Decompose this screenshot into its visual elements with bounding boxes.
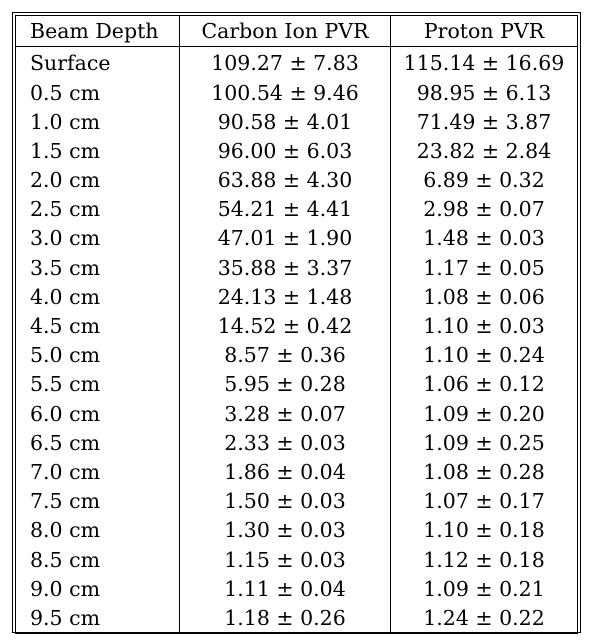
table-row: 0.5 cm 100.54 ± 9.46 98.95 ± 6.13 — [15, 78, 578, 108]
header-carbon-ion-pvr: Carbon Ion PVR — [179, 15, 391, 47]
table-row: 5.5 cm 5.95 ± 0.28 1.06 ± 0.12 — [15, 370, 578, 400]
pvr-table-frame: Beam Depth Carbon Ion PVR Proton PVR Sur… — [12, 12, 581, 634]
cell-carbon-ion-pvr: 35.88 ± 3.37 — [179, 253, 391, 283]
cell-beam-depth: 9.0 cm — [15, 574, 180, 604]
cell-beam-depth: 5.0 cm — [15, 340, 180, 371]
table-row: 1.0 cm 90.58 ± 4.01 71.49 ± 3.87 — [15, 107, 578, 137]
cell-beam-depth: 1.5 cm — [15, 136, 180, 166]
cell-proton-pvr: 6.89 ± 0.32 — [423, 168, 545, 193]
cell-beam-depth: 9.5 cm — [15, 603, 180, 634]
cell-proton-pvr: 1.48 ± 0.03 — [423, 226, 545, 251]
cell-carbon-ion-pvr: 47.01 ± 1.90 — [179, 224, 391, 254]
cell-carbon-ion-pvr: 1.86 ± 0.04 — [179, 457, 391, 487]
cell-carbon-ion-pvr: 1.11 ± 0.04 — [179, 574, 391, 604]
cell-beam-depth: 1.0 cm — [15, 107, 180, 137]
cell-proton-pvr: 1.24 ± 0.22 — [423, 605, 545, 630]
cell-beam-depth: 3.5 cm — [15, 253, 180, 283]
cell-beam-depth: 4.5 cm — [15, 311, 180, 341]
header-proton-pvr: Proton PVR — [390, 15, 578, 47]
cell-proton-pvr: 1.10 ± 0.03 — [423, 314, 545, 339]
cell-carbon-ion-pvr: 109.27 ± 7.83 — [179, 46, 391, 79]
cell-carbon-ion-pvr: 1.18 ± 0.26 — [179, 603, 391, 634]
cell-carbon-ion-pvr: 90.58 ± 4.01 — [179, 107, 391, 137]
table-row: 4.5 cm 14.52 ± 0.42 1.10 ± 0.03 — [15, 311, 578, 341]
table-row: 7.5 cm 1.50 ± 0.03 1.07 ± 0.17 — [15, 486, 578, 516]
cell-beam-depth: 4.0 cm — [15, 282, 180, 312]
cell-beam-depth: 3.0 cm — [15, 224, 180, 254]
cell-carbon-ion-pvr: 100.54 ± 9.46 — [179, 78, 391, 108]
table-header: Beam Depth Carbon Ion PVR Proton PVR — [15, 15, 578, 47]
cell-beam-depth: 6.0 cm — [15, 399, 180, 429]
cell-proton-pvr: 23.82 ± 2.84 — [416, 138, 552, 163]
cell-carbon-ion-pvr: 96.00 ± 6.03 — [179, 136, 391, 166]
cell-carbon-ion-pvr: 24.13 ± 1.48 — [179, 282, 391, 312]
cell-beam-depth: Surface — [15, 46, 180, 79]
cell-beam-depth: 6.5 cm — [15, 428, 180, 458]
table-row: 5.0 cm 8.57 ± 0.36 1.10 ± 0.24 — [15, 340, 578, 371]
cell-carbon-ion-pvr: 54.21 ± 4.41 — [179, 194, 391, 225]
table-row: 4.0 cm 24.13 ± 1.48 1.08 ± 0.06 — [15, 282, 578, 312]
header-row: Beam Depth Carbon Ion PVR Proton PVR — [15, 15, 578, 47]
cell-beam-depth: 5.5 cm — [15, 370, 180, 400]
cell-beam-depth: 2.5 cm — [15, 194, 180, 225]
cell-proton-pvr: 1.08 ± 0.28 — [423, 459, 545, 484]
cell-carbon-ion-pvr: 2.33 ± 0.03 — [179, 428, 391, 458]
cell-proton-pvr: 1.07 ± 0.17 — [423, 489, 545, 514]
cell-beam-depth: 8.0 cm — [15, 516, 180, 546]
cell-carbon-ion-pvr: 1.30 ± 0.03 — [179, 516, 391, 546]
header-beam-depth: Beam Depth — [15, 15, 180, 47]
cell-proton-pvr: 1.17 ± 0.05 — [423, 255, 545, 280]
table-row: 8.0 cm 1.30 ± 0.03 1.10 ± 0.18 — [15, 516, 578, 546]
cell-carbon-ion-pvr: 3.28 ± 0.07 — [179, 399, 391, 429]
table-row: Surface 109.27 ± 7.83 115.14 ± 16.69 — [15, 46, 578, 79]
cell-beam-depth: 0.5 cm — [15, 78, 180, 108]
cell-proton-pvr: 1.09 ± 0.20 — [423, 401, 545, 426]
cell-beam-depth: 7.5 cm — [15, 486, 180, 516]
cell-proton-pvr: 1.08 ± 0.06 — [423, 284, 545, 309]
cell-carbon-ion-pvr: 1.15 ± 0.03 — [179, 545, 391, 575]
cell-carbon-ion-pvr: 1.50 ± 0.03 — [179, 486, 391, 516]
cell-proton-pvr: 1.10 ± 0.18 — [423, 518, 545, 543]
pvr-table: Beam Depth Carbon Ion PVR Proton PVR Sur… — [15, 15, 578, 634]
cell-proton-pvr: 115.14 ± 16.69 — [403, 51, 565, 76]
table-row: 1.5 cm 96.00 ± 6.03 23.82 ± 2.84 — [15, 136, 578, 166]
table-row: 6.5 cm 2.33 ± 0.03 1.09 ± 0.25 — [15, 428, 578, 458]
cell-beam-depth: 2.0 cm — [15, 165, 180, 195]
table-row: 3.5 cm 35.88 ± 3.37 1.17 ± 0.05 — [15, 253, 578, 283]
cell-proton-pvr: 1.10 ± 0.24 — [423, 343, 545, 368]
cell-proton-pvr: 71.49 ± 3.87 — [416, 109, 552, 134]
cell-beam-depth: 7.0 cm — [15, 457, 180, 487]
table-body: Surface 109.27 ± 7.83 115.14 ± 16.69 0.5 cm… — [15, 46, 578, 634]
cell-proton-pvr: 1.06 ± 0.12 — [423, 372, 545, 397]
table-row: 8.5 cm 1.15 ± 0.03 1.12 ± 0.18 — [15, 545, 578, 575]
cell-proton-pvr: 1.09 ± 0.25 — [423, 430, 545, 455]
table-row: 2.0 cm 63.88 ± 4.30 6.89 ± 0.32 — [15, 165, 578, 195]
table-row: 9.5 cm 1.18 ± 0.26 1.24 ± 0.22 — [15, 603, 578, 634]
cell-beam-depth: 8.5 cm — [15, 545, 180, 575]
cell-carbon-ion-pvr: 8.57 ± 0.36 — [179, 340, 391, 371]
cell-proton-pvr: 1.09 ± 0.21 — [423, 576, 545, 601]
cell-proton-pvr: 2.98 ± 0.07 — [423, 197, 545, 222]
cell-carbon-ion-pvr: 14.52 ± 0.42 — [179, 311, 391, 341]
table-row: 3.0 cm 47.01 ± 1.90 1.48 ± 0.03 — [15, 224, 578, 254]
cell-carbon-ion-pvr: 5.95 ± 0.28 — [179, 370, 391, 400]
table-row: 2.5 cm 54.21 ± 4.41 2.98 ± 0.07 — [15, 194, 578, 225]
cell-proton-pvr: 1.12 ± 0.18 — [423, 547, 545, 572]
table-row: 7.0 cm 1.86 ± 0.04 1.08 ± 0.28 — [15, 457, 578, 487]
cell-proton-pvr: 98.95 ± 6.13 — [416, 80, 552, 105]
table-row: 9.0 cm 1.11 ± 0.04 1.09 ± 0.21 — [15, 574, 578, 604]
cell-carbon-ion-pvr: 63.88 ± 4.30 — [179, 165, 391, 195]
table-row: 6.0 cm 3.28 ± 0.07 1.09 ± 0.20 — [15, 399, 578, 429]
